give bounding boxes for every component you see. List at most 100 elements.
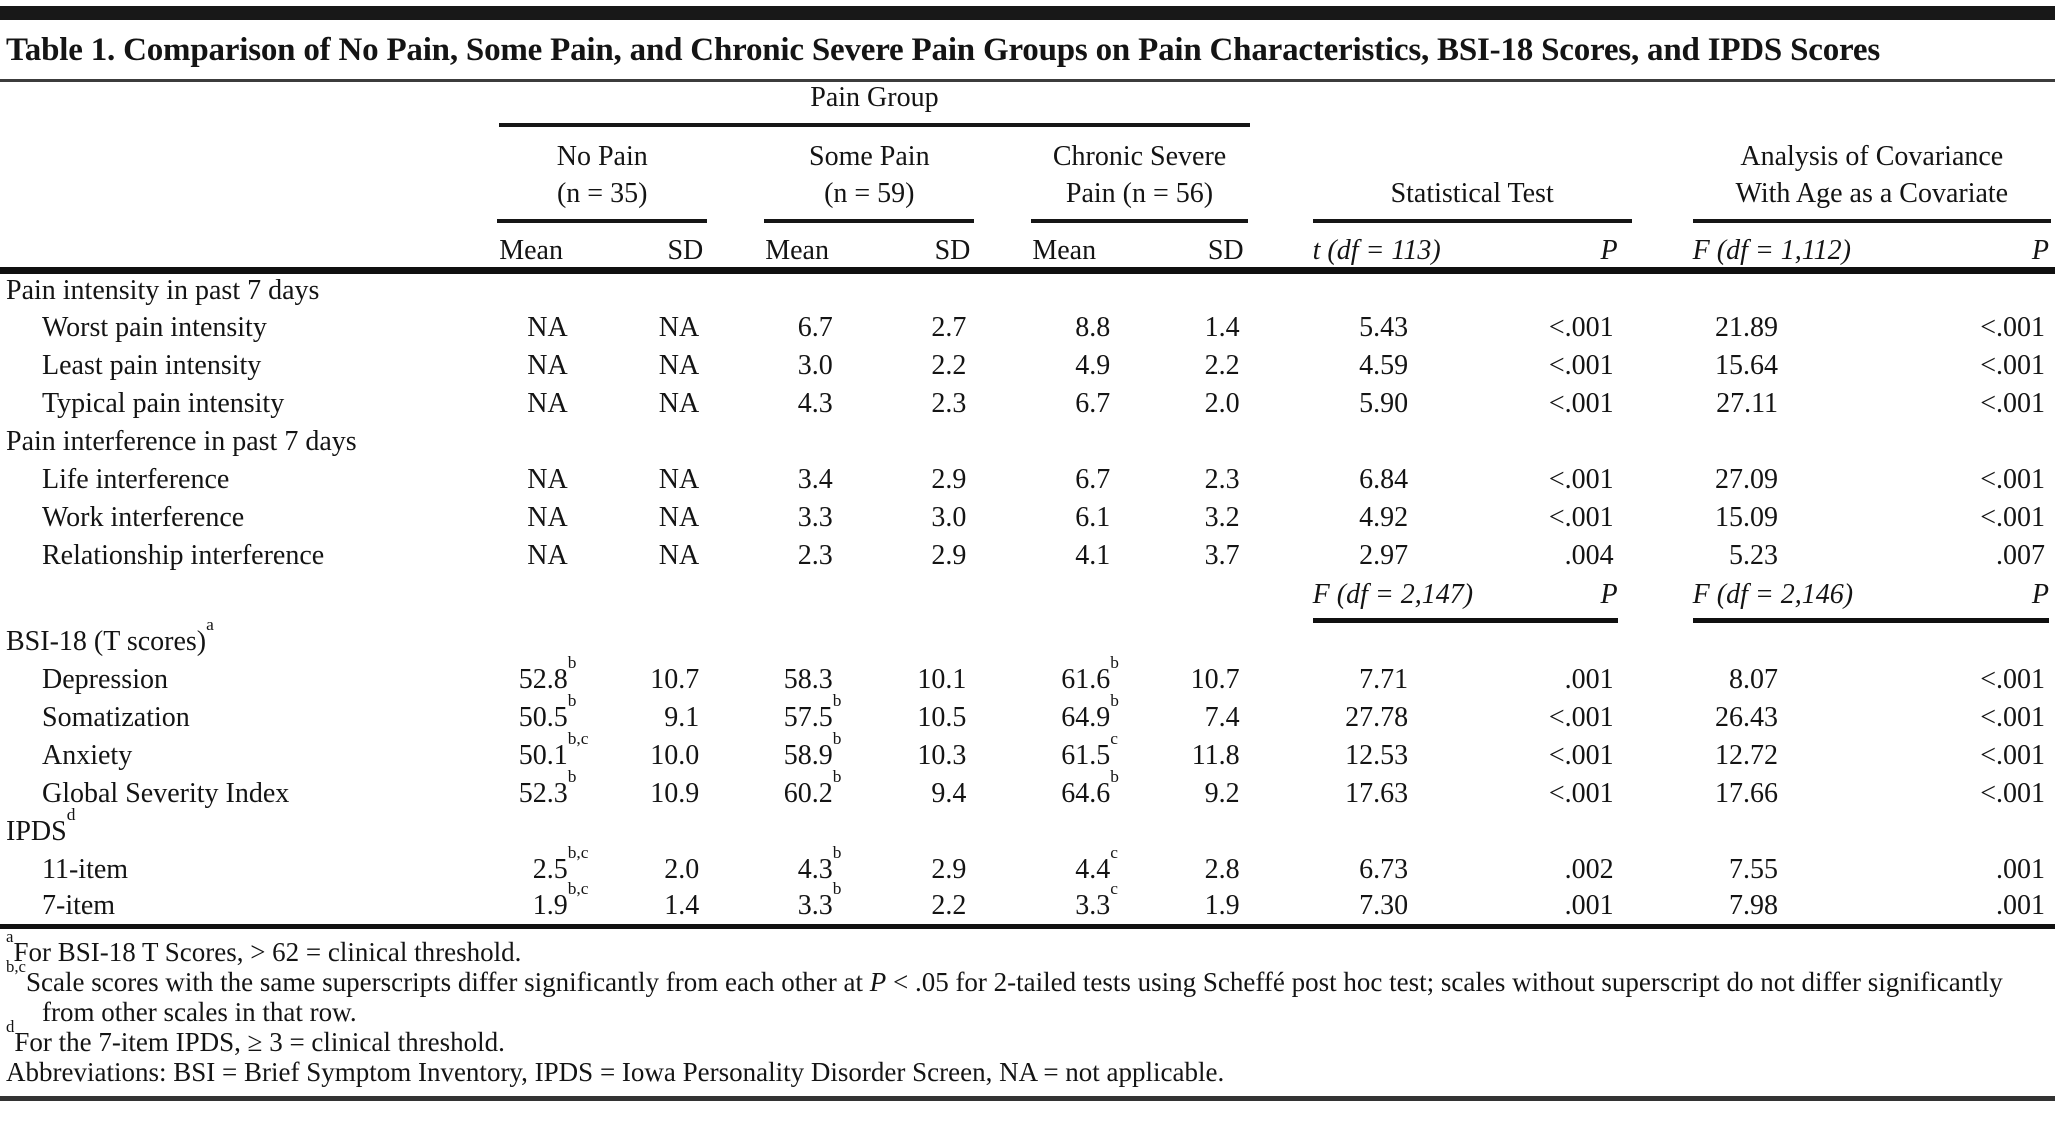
- pain-group-label: Pain Group: [499, 82, 1250, 127]
- group-some-pain-cell: Some Pain (n = 59): [719, 127, 986, 223]
- cell: <.001: [1980, 701, 2045, 733]
- midheader-cell: F (df = 2,146) P: [1634, 575, 2055, 623]
- group-label-line: (n = 59): [824, 178, 915, 209]
- cell: 12.53: [1345, 739, 1409, 771]
- cell: .001: [1428, 888, 1634, 929]
- cell: 6.7: [1075, 387, 1111, 419]
- cell: 10.5: [917, 701, 967, 733]
- group-label-line: Pain (n = 56): [1065, 178, 1214, 209]
- mean-column-header: Mean: [1032, 235, 1097, 266]
- no-pain-subheader-cell: Mean SD: [493, 223, 720, 274]
- mid-f-stat-header: F (df = 2,147): [1312, 578, 1474, 610]
- cell: 15.09: [1715, 501, 1779, 533]
- p-column-header: P: [2031, 235, 2049, 266]
- cell: 11.8: [1191, 739, 1240, 771]
- table-midheader-row: F (df = 2,147) P F (df = 2,146) P: [0, 575, 2055, 623]
- cell: .007: [1996, 539, 2045, 571]
- cell: <.001: [1980, 663, 2045, 695]
- row-label: IPDSd: [6, 804, 76, 847]
- cell: .001: [1564, 663, 1614, 695]
- cell: 2.2: [852, 888, 987, 929]
- cell: 2.3: [797, 539, 833, 571]
- t-df-column-header: t (df = 113): [1312, 235, 1441, 266]
- cell: <.001: [1548, 311, 1614, 343]
- footnote: dFor the 7-item IPDS, ≥ 3 = clinical thr…: [6, 1016, 505, 1057]
- cell: 50.1b,c: [518, 728, 589, 771]
- cell: 2.9: [931, 539, 967, 571]
- cell: 52.8b: [518, 652, 577, 695]
- footnotes-block: aFor BSI-18 T Scores, > 62 = clinical th…: [0, 928, 2055, 1087]
- mid-p-ancova-header: P: [2031, 578, 2049, 610]
- footnote: Abbreviations: BSI = Brief Symptom Inven…: [6, 1057, 1225, 1087]
- cell: 12.72: [1715, 739, 1779, 771]
- cell: <.001: [1548, 701, 1614, 733]
- pain-group-span-cell: Pain Group: [493, 82, 1259, 127]
- table-row: Worst pain intensity NA NA 6.7 2.7 8.8 1.4 5.43…: [0, 309, 2055, 347]
- group-label-line: With Age as a Covariate: [1735, 178, 2009, 209]
- cell: 7.71: [1359, 663, 1409, 695]
- cell: 1.4: [1204, 311, 1240, 343]
- row-label: Pain intensity in past 7 days: [6, 275, 320, 307]
- table-section-row: BSI-18 (T scores)a: [0, 614, 2055, 661]
- mean-column-header: Mean: [765, 235, 829, 266]
- cell: 9.2: [1204, 777, 1240, 809]
- cell: 50.5b: [518, 690, 577, 733]
- cell: NA: [658, 501, 700, 533]
- group-label-line: Analysis of Covariance: [1740, 141, 2004, 172]
- cell: 2.0: [1204, 387, 1240, 419]
- row-label: Worst pain intensity: [42, 311, 267, 343]
- group-no-pain-label: No Pain (n = 35): [497, 138, 708, 223]
- cell: 2.9: [931, 463, 967, 495]
- cell: 3.0: [797, 349, 833, 381]
- ancova-subheader-cell: F (df = 1,112) P: [1633, 223, 2055, 274]
- cell: 8.07: [1729, 663, 1779, 695]
- group-ancova-label: Analysis of Covariance With Age as a Cov…: [1692, 138, 2051, 223]
- cell: .002: [1564, 853, 1614, 885]
- mid-p-stat-header: P: [1600, 578, 1618, 610]
- cell: 1.9: [1130, 888, 1260, 929]
- empty-cell: [493, 813, 2055, 851]
- empty-header-cell: [1634, 82, 2055, 127]
- cell: <.001: [1548, 777, 1614, 809]
- sd-column-header: SD: [934, 235, 971, 266]
- cell: 4.59: [1359, 349, 1409, 381]
- cell: 6.7: [797, 311, 833, 343]
- table-row: Global Severity Index 52.3b 10.9 60.2b 9.4 64…: [0, 767, 2055, 813]
- cell: 5.23: [1729, 539, 1779, 571]
- table-section-row: Pain interference in past 7 days: [0, 423, 2055, 461]
- cell: NA: [658, 463, 700, 495]
- cell: 3.2: [1204, 501, 1240, 533]
- cell: 3.3c: [986, 880, 1131, 929]
- cell: 27.11: [1716, 387, 1779, 419]
- cell: 10.7: [650, 663, 700, 695]
- table-title: Table 1. Comparison of No Pain, Some Pai…: [6, 32, 1880, 68]
- cell: 3.7: [1204, 539, 1240, 571]
- row-label: [0, 575, 493, 623]
- empty-cell: [493, 423, 2055, 461]
- row-label: Depression: [42, 663, 168, 695]
- table-row: Typical pain intensity NA NA 4.3 2.3 6.7 2.0 5.…: [0, 385, 2055, 423]
- mean-column-header: Mean: [499, 235, 563, 266]
- group-no-pain-cell: No Pain (n = 35): [493, 127, 719, 223]
- group-statistical-test-label: Statistical Test: [1312, 175, 1632, 223]
- cell: NA: [527, 463, 568, 495]
- cell: 7.55: [1729, 853, 1779, 885]
- group-label-line: Chronic Severe: [1052, 141, 1227, 172]
- cell: NA: [527, 539, 568, 571]
- table-row: 7-item 1.9b,c 1.4 3.3b 2.2 3.3c 1.9 7.30.001 7.9…: [0, 880, 2055, 929]
- midheader-pair: F (df = 2,147) P: [1312, 578, 1618, 623]
- bottom-rule: [0, 1096, 2055, 1101]
- cell: 58.9b: [783, 728, 842, 771]
- cell: 26.43: [1715, 701, 1779, 733]
- cell: <.001: [1548, 739, 1614, 771]
- cell: <.001: [1548, 501, 1614, 533]
- f-df-column-header: F (df = 1,112): [1692, 235, 1852, 266]
- cell: 4.92: [1359, 501, 1409, 533]
- cell: 6.7: [1075, 463, 1111, 495]
- group-ancova-cell: Analysis of Covariance With Age as a Cov…: [1634, 127, 2055, 223]
- empty-cell: [493, 623, 2055, 661]
- row-label: BSI-18 (T scores)a: [6, 614, 214, 657]
- cell: 9.4: [931, 777, 967, 809]
- cell: 7.30: [1259, 888, 1429, 929]
- cell: 2.7: [931, 311, 967, 343]
